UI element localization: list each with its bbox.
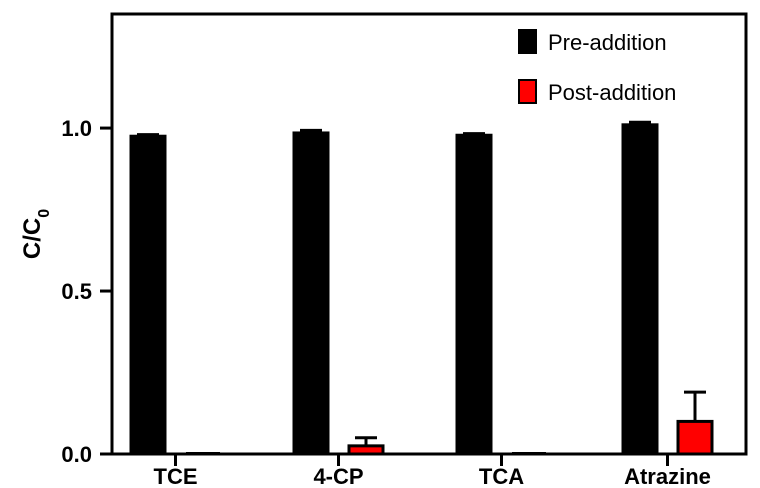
- plot-area-border: [110, 12, 748, 456]
- bar-pre-addition-tca: [455, 133, 493, 456]
- bar-pre-addition-tce: [129, 134, 167, 456]
- y-axis-title: C/C0: [19, 209, 53, 259]
- legend-label-pre-addition: Pre-addition: [548, 30, 667, 55]
- y-tick-label: 1.0: [61, 116, 92, 141]
- x-tick-label-atrazine: Atrazine: [624, 464, 711, 488]
- plot-frame: [110, 12, 748, 456]
- bars: [129, 120, 714, 456]
- y-axis-ticks: 0.0 0.5 1.0: [61, 116, 112, 467]
- x-tick-label-tca: TCA: [479, 464, 524, 488]
- legend-swatch-pre-addition: [518, 29, 537, 54]
- legend-swatch-post-addition: [518, 79, 537, 104]
- y-axis-title-main: C/C: [19, 218, 46, 259]
- x-axis-labels: TCE 4-CP TCA Atrazine: [154, 454, 711, 488]
- y-tick-label: 0.0: [61, 442, 92, 467]
- bar-post-addition-atrazine: [676, 419, 714, 456]
- legend: Pre-addition Post-addition: [518, 29, 676, 105]
- y-axis-label: C/C0: [19, 209, 53, 259]
- y-axis-title-subscript: 0: [36, 209, 53, 218]
- x-tick-label-4-cp: 4-CP: [313, 464, 363, 488]
- y-tick-label: 0.5: [61, 279, 92, 304]
- x-tick-label-tce: TCE: [154, 464, 198, 488]
- legend-label-post-addition: Post-addition: [548, 80, 676, 105]
- bar-pre-addition-atrazine: [621, 123, 659, 456]
- bar-post-addition-4-cp: [347, 444, 385, 456]
- bar-pre-addition-4-cp: [292, 131, 330, 456]
